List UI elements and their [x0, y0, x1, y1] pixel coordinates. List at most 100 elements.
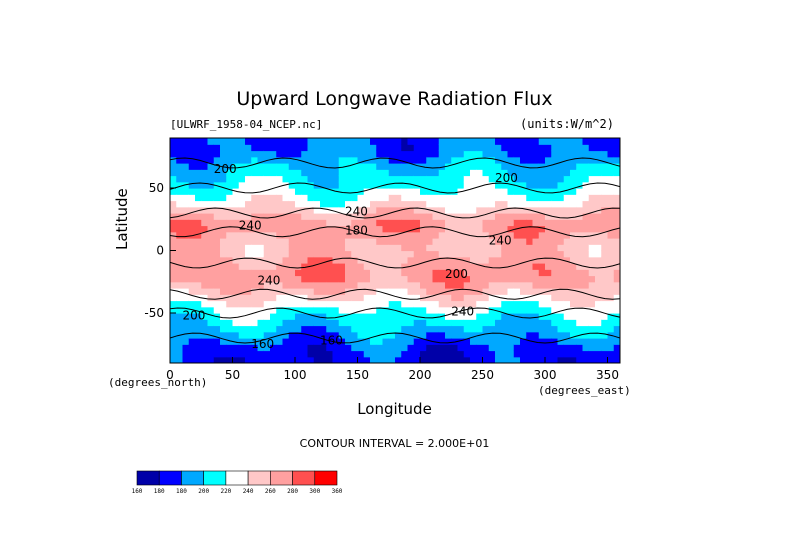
heatmap-cell	[407, 275, 415, 283]
heatmap-cell	[363, 219, 371, 227]
heatmap-cell	[488, 169, 496, 177]
heatmap-cell	[270, 319, 277, 327]
heatmap-cell	[570, 331, 577, 339]
heatmap-cell	[307, 156, 315, 164]
heatmap-cell	[395, 175, 402, 183]
heatmap-cell	[563, 244, 571, 252]
heatmap-cell	[526, 175, 534, 183]
heatmap-cell	[463, 163, 471, 170]
heatmap-cell	[295, 325, 302, 333]
heatmap-cell	[232, 306, 240, 314]
heatmap-cell	[270, 325, 277, 333]
heatmap-cell	[226, 281, 234, 289]
heatmap-cell	[538, 331, 546, 339]
heatmap-cell	[432, 144, 440, 152]
heatmap-cell	[426, 156, 434, 164]
heatmap-cell	[507, 269, 515, 277]
heatmap-cell	[363, 238, 371, 245]
heatmap-cell	[307, 206, 315, 214]
heatmap-cell	[270, 225, 277, 233]
heatmap-cell	[213, 163, 221, 170]
heatmap-cell	[445, 263, 452, 270]
heatmap-cell	[288, 325, 296, 333]
heatmap-cell	[332, 275, 340, 283]
heatmap-cell	[295, 175, 302, 183]
heatmap-cell	[482, 338, 490, 345]
heatmap-cell	[563, 250, 571, 258]
heatmap-cell	[232, 138, 240, 145]
heatmap-cell	[395, 313, 402, 320]
heatmap-cell	[420, 244, 427, 252]
heatmap-cell	[376, 344, 384, 352]
heatmap-cell	[276, 144, 284, 152]
heatmap-cell	[438, 288, 446, 295]
heatmap-cell	[551, 344, 559, 352]
heatmap-cell	[407, 219, 415, 227]
heatmap-cell	[251, 156, 259, 164]
heatmap-cell	[238, 238, 246, 245]
heatmap-cell	[588, 244, 596, 252]
heatmap-cell	[582, 244, 590, 252]
heatmap-cell	[195, 219, 202, 227]
heatmap-cell	[557, 175, 565, 183]
heatmap-cell	[326, 200, 334, 208]
heatmap-cell	[238, 194, 246, 202]
heatmap-cell	[545, 250, 552, 258]
heatmap-cell	[188, 219, 196, 227]
heatmap-cell	[601, 306, 609, 314]
heatmap-cell	[295, 188, 302, 195]
heatmap-cell	[488, 200, 496, 208]
heatmap-cell	[270, 269, 277, 277]
heatmap-cell	[282, 275, 290, 283]
heatmap-cell	[207, 338, 215, 345]
heatmap-cell	[551, 338, 559, 345]
heatmap-cell	[438, 319, 446, 327]
heatmap-cell	[382, 288, 390, 295]
heatmap-cell	[426, 238, 434, 245]
heatmap-cell	[345, 213, 352, 220]
heatmap-cell	[232, 313, 240, 320]
heatmap-cell	[195, 144, 202, 152]
heatmap-cell	[201, 206, 209, 214]
heatmap-cell	[295, 200, 302, 208]
heatmap-cell	[495, 175, 502, 183]
heatmap-cell	[426, 250, 434, 258]
heatmap-cell	[601, 231, 609, 239]
heatmap-cell	[495, 331, 502, 339]
heatmap-cell	[463, 256, 471, 264]
heatmap-cell	[426, 306, 434, 314]
heatmap-cell	[370, 213, 377, 220]
heatmap-cell	[170, 331, 177, 339]
heatmap-cell	[313, 244, 321, 252]
heatmap-cell	[351, 275, 359, 283]
heatmap-cell	[232, 250, 240, 258]
heatmap-cell	[501, 231, 509, 239]
heatmap-cell	[263, 275, 271, 283]
heatmap-cell	[551, 200, 559, 208]
heatmap-cell	[501, 238, 509, 245]
heatmap-cell	[313, 156, 321, 164]
heatmap-cell	[601, 194, 609, 202]
heatmap-cell	[401, 269, 409, 277]
heatmap-cell	[532, 350, 540, 358]
heatmap-cell	[345, 313, 352, 320]
heatmap-cell	[270, 138, 277, 145]
heatmap-cell	[345, 269, 352, 277]
heatmap-cell	[313, 194, 321, 202]
heatmap-cell	[432, 225, 440, 233]
heatmap-cell	[345, 175, 352, 183]
heatmap-cell	[526, 300, 534, 308]
heatmap-cell	[432, 313, 440, 320]
heatmap-cell	[570, 306, 577, 314]
heatmap-cell	[426, 213, 434, 220]
heatmap-cell	[370, 306, 377, 314]
heatmap-cell	[526, 275, 534, 283]
heatmap-cell	[532, 275, 540, 283]
heatmap-cell	[413, 188, 421, 195]
heatmap-cell	[463, 319, 471, 327]
heatmap-cell	[213, 194, 221, 202]
heatmap-cell	[170, 275, 177, 283]
heatmap-cell	[557, 281, 565, 289]
heatmap-cell	[445, 256, 452, 264]
heatmap-cell	[401, 169, 409, 177]
